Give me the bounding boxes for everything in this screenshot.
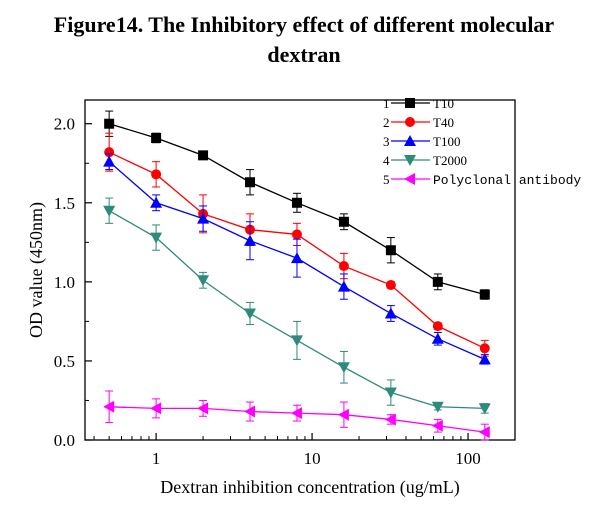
legend-number: 4 <box>383 153 390 168</box>
y-tick-label: 0.0 <box>54 431 75 450</box>
legend-label: T10 <box>433 96 454 111</box>
data-point <box>104 118 115 129</box>
series-4 <box>103 197 491 415</box>
legend-marker <box>404 173 415 185</box>
series-5 <box>103 390 490 441</box>
y-axis-label: OD value (450nm) <box>26 202 47 338</box>
legend-number: 2 <box>383 115 390 130</box>
data-point <box>103 400 115 413</box>
chart-title-line-2: dextran <box>267 42 341 67</box>
y-tick-label: 1.5 <box>54 194 75 213</box>
data-point <box>197 275 210 287</box>
data-point <box>290 335 303 347</box>
legend-label: T2000 <box>433 153 467 168</box>
legend: 1 T10 2 T40 3 T100 4 T2000 5 Polyclonal antibody <box>383 96 581 188</box>
data-point <box>197 402 209 415</box>
y-tick-label: 2.0 <box>54 115 75 134</box>
legend-label: T40 <box>433 115 454 130</box>
data-point <box>431 401 444 413</box>
data-point <box>479 343 490 354</box>
data-point <box>151 169 162 180</box>
legend-marker <box>405 98 415 108</box>
legend-number: 3 <box>383 134 390 149</box>
legend-label: T100 <box>433 134 460 149</box>
legend-marker <box>405 117 415 127</box>
data-point <box>431 332 444 344</box>
data-point <box>103 205 116 217</box>
data-point <box>104 147 115 158</box>
data-point <box>431 419 443 432</box>
data-point <box>478 403 491 415</box>
legend-marker <box>404 155 416 166</box>
data-point <box>244 308 257 320</box>
series-2 <box>104 132 490 357</box>
data-point <box>385 280 396 291</box>
legend-marker <box>404 135 416 146</box>
data-point <box>245 177 256 188</box>
x-tick-label: 100 <box>455 449 481 468</box>
y-tick-label: 1.0 <box>54 273 75 292</box>
data-point <box>478 353 491 365</box>
plot-frame <box>84 99 516 441</box>
data-point <box>291 197 302 208</box>
data-point <box>337 280 350 292</box>
data-point <box>290 407 302 420</box>
data-point <box>338 261 349 272</box>
data-point <box>432 321 443 332</box>
legend-number: 5 <box>383 172 390 187</box>
legend-number: 1 <box>383 96 390 111</box>
data-point <box>244 405 256 418</box>
data-point <box>151 132 162 143</box>
chart-title-line-1: Figure14. The Inhibitory effect of diffe… <box>53 12 555 37</box>
series-3 <box>103 153 491 365</box>
x-axis-label: Dextran inhibition concentration (ug/mL) <box>160 477 459 498</box>
data-point <box>479 289 490 300</box>
data-point <box>244 234 257 246</box>
legend-label: Polyclonal antibody <box>433 173 581 188</box>
data-point <box>338 216 349 227</box>
data-point <box>290 252 303 264</box>
data-point <box>198 150 209 161</box>
y-tick-label: 0.5 <box>54 352 75 371</box>
series-1 <box>104 110 490 300</box>
data-point <box>337 408 349 421</box>
data-point <box>478 426 490 439</box>
data-point <box>150 196 163 208</box>
data-point <box>384 307 397 319</box>
data-point <box>150 232 163 244</box>
data-point <box>291 229 302 240</box>
data-point <box>337 362 350 374</box>
x-tick-label: 10 <box>304 449 321 468</box>
data-point <box>103 155 116 167</box>
data-point <box>385 245 396 256</box>
data-point <box>150 402 162 415</box>
data-point <box>197 212 210 224</box>
data-point <box>384 413 396 426</box>
data-point <box>432 276 443 287</box>
data-point <box>384 387 397 399</box>
x-tick-label: 1 <box>152 449 161 468</box>
